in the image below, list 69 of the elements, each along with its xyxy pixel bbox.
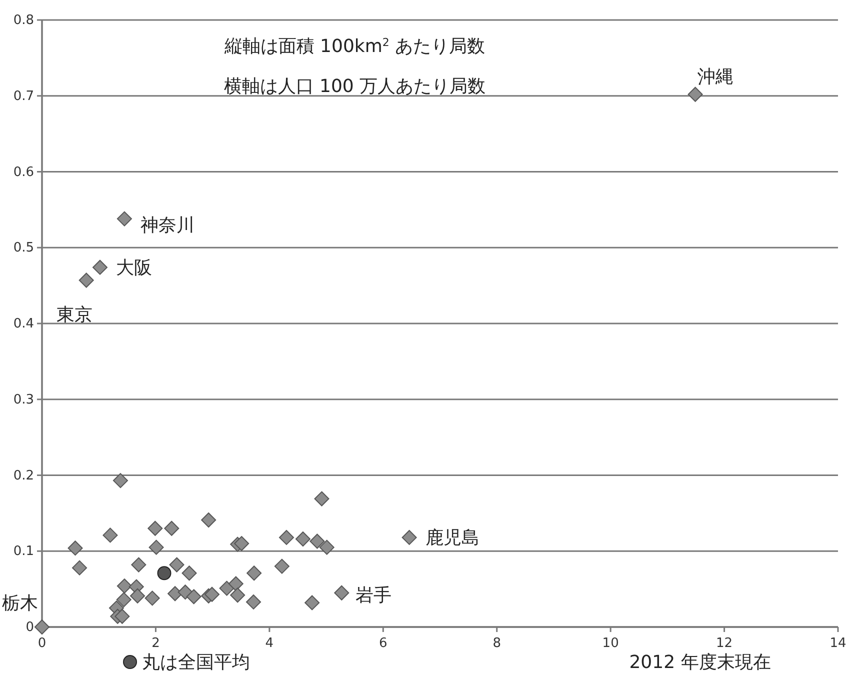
point <box>688 86 703 102</box>
point <box>102 528 118 543</box>
x-tick-label: 10 <box>602 636 619 651</box>
x-tick-label: 2 <box>152 636 160 651</box>
x-tick-label: 14 <box>830 636 846 651</box>
y-tick-label: 0.7 <box>13 88 34 104</box>
x-tick-label: 8 <box>492 636 501 651</box>
annotation: 栃木 <box>2 593 38 614</box>
y-tick-label: 0.1 <box>13 544 34 560</box>
point <box>164 520 180 536</box>
annotation: 縦軸は面積 100km$^{2}$ あたり局数 <box>223 36 486 57</box>
point <box>304 595 320 610</box>
point <box>131 557 146 572</box>
point <box>112 473 128 488</box>
annotation: 沖縄 <box>697 66 734 88</box>
point <box>92 260 108 275</box>
y-tick-label: 0.3 <box>13 392 34 408</box>
point <box>402 530 417 545</box>
point <box>314 491 330 506</box>
point <box>114 608 130 624</box>
y-tick-label: 0 <box>26 620 34 635</box>
point <box>178 584 193 600</box>
point <box>310 534 325 549</box>
y-tick-label: 0.5 <box>13 240 34 256</box>
annotation: 鹿児島 <box>425 527 480 548</box>
point <box>228 576 244 592</box>
point <box>182 566 197 581</box>
point <box>334 585 350 600</box>
point <box>234 536 250 552</box>
point <box>157 566 172 580</box>
y-tick-label: 0.6 <box>13 164 34 180</box>
annotation: 岩手 <box>356 584 392 606</box>
point <box>130 588 146 604</box>
point <box>201 512 216 528</box>
point <box>278 530 294 545</box>
point <box>116 211 132 226</box>
point <box>144 590 160 606</box>
x-tick-label: 6 <box>379 636 388 651</box>
x-tick-label: 12 <box>716 636 733 651</box>
annotation: 東京 <box>56 304 92 326</box>
legend-label: 丸は全国平均 <box>142 652 250 673</box>
y-tick-label: 0.4 <box>13 316 34 332</box>
annotation: 大阪 <box>116 257 152 278</box>
point <box>204 586 220 602</box>
point <box>116 592 132 608</box>
text: 2012 年度末現在 <box>629 652 771 673</box>
y-tick-label: 0.8 <box>13 13 34 28</box>
x-tick-label: 4 <box>265 636 274 651</box>
point <box>274 558 290 574</box>
x-tick-label: 0 <box>38 636 46 651</box>
point <box>169 557 184 572</box>
point <box>186 589 202 604</box>
annotation: 神奈川 <box>140 214 194 236</box>
point <box>116 578 132 594</box>
point <box>295 531 310 546</box>
point <box>148 540 164 555</box>
annotation: 横軸は人口 100 万人あたり局数 <box>224 76 486 97</box>
point <box>219 580 234 596</box>
point <box>168 586 183 602</box>
y-tick-label: 0.2 <box>13 468 34 484</box>
point <box>78 272 94 288</box>
point <box>34 620 50 634</box>
point <box>246 566 262 581</box>
point <box>230 588 246 603</box>
point <box>72 560 88 576</box>
point <box>246 594 262 610</box>
point <box>68 540 83 556</box>
point <box>148 520 163 536</box>
point <box>319 540 334 555</box>
